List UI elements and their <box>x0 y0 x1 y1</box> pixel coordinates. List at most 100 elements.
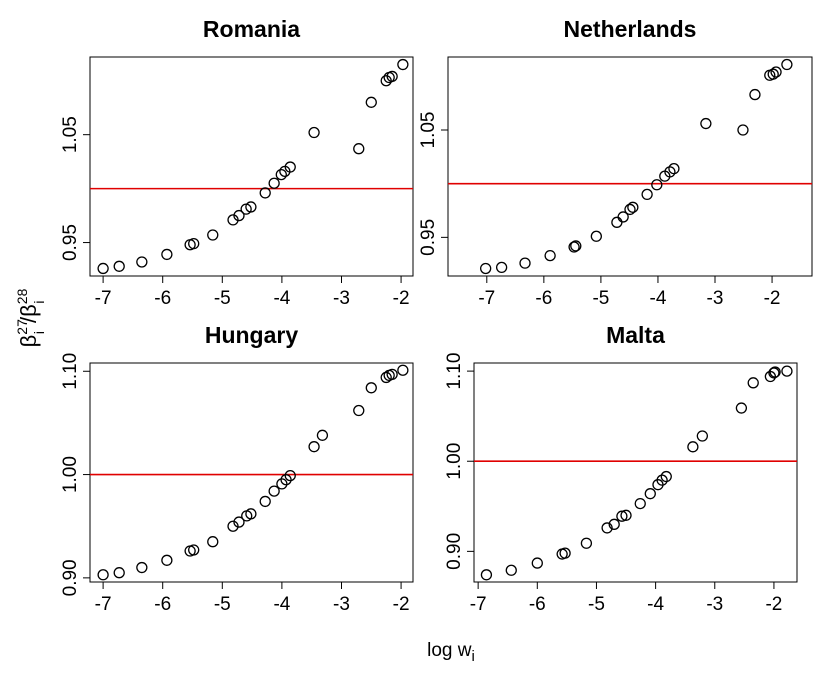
plot-box <box>473 362 798 583</box>
point <box>644 488 656 500</box>
x-tick-label: -4 <box>273 288 290 309</box>
point <box>268 485 280 497</box>
point <box>386 70 398 83</box>
point <box>136 256 148 268</box>
x-tick-label: -6 <box>535 288 552 309</box>
y-tick-label: 0.95 <box>60 224 81 261</box>
panel-title: Netherlands <box>564 16 697 42</box>
point <box>519 257 531 269</box>
y-label-sub: i <box>31 331 47 334</box>
point <box>161 248 173 261</box>
point <box>627 201 639 213</box>
x-tick-label: -7 <box>470 594 487 615</box>
x-tick-label: -5 <box>588 594 605 615</box>
point <box>544 249 556 262</box>
y-tick-label: 1.05 <box>60 116 81 153</box>
point <box>641 188 653 201</box>
x-tick-label: -3 <box>706 594 723 615</box>
point <box>495 261 508 274</box>
point <box>617 211 629 223</box>
point <box>767 68 779 80</box>
x-tick-label: -6 <box>529 594 546 615</box>
x-tick-label: -6 <box>154 594 171 615</box>
point <box>735 402 748 414</box>
x-tick-label: -5 <box>214 288 231 309</box>
point <box>97 262 109 275</box>
point <box>781 365 793 377</box>
point <box>620 509 632 521</box>
y-tick-label: 1.00 <box>60 456 81 493</box>
point <box>559 547 571 559</box>
point <box>668 162 680 175</box>
point <box>531 557 543 569</box>
point <box>505 564 517 576</box>
point <box>316 429 329 441</box>
point <box>769 366 781 378</box>
panel-title: Hungary <box>205 322 299 348</box>
point <box>284 469 296 482</box>
x-tick-label: -4 <box>650 288 667 309</box>
x-tick-label: -7 <box>478 288 495 309</box>
point <box>768 367 780 379</box>
x-tick-label: -2 <box>393 594 410 615</box>
panel-title: Romania <box>203 16 300 42</box>
y-axis-label: β27i/β28i <box>14 288 47 347</box>
point <box>245 201 257 213</box>
point <box>365 382 377 394</box>
point <box>276 478 288 490</box>
y-tick-label: 1.05 <box>418 112 439 149</box>
x-tick-label: -4 <box>273 594 290 615</box>
point <box>207 229 219 241</box>
point <box>696 430 708 442</box>
y-tick-label: 1.00 <box>444 443 465 480</box>
point <box>188 237 200 250</box>
point <box>616 510 628 522</box>
y-tick-label: 1.10 <box>60 353 81 390</box>
point <box>97 569 109 581</box>
point <box>353 404 365 417</box>
plot-box <box>89 56 414 277</box>
point <box>480 262 492 275</box>
y-label-part: /β <box>16 304 41 323</box>
point <box>308 441 320 453</box>
point <box>747 377 759 389</box>
point <box>397 364 409 376</box>
point <box>570 240 582 252</box>
point <box>245 508 257 520</box>
x-tick-label: -7 <box>95 594 112 615</box>
point <box>700 117 712 130</box>
y-label-sub: i <box>31 301 47 304</box>
plot-box <box>89 362 414 583</box>
point <box>353 143 365 155</box>
point <box>284 161 296 173</box>
point <box>601 522 613 534</box>
point <box>580 537 593 549</box>
point <box>259 187 271 199</box>
x-tick-label: -5 <box>592 288 609 309</box>
point <box>207 536 219 548</box>
x-tick-label: -2 <box>764 288 781 309</box>
point <box>651 179 663 191</box>
point <box>113 260 125 272</box>
point <box>397 58 409 71</box>
point <box>660 470 672 483</box>
x-tick-label: -7 <box>95 288 112 309</box>
x-axis-label: log wi <box>427 640 475 665</box>
point <box>568 241 580 253</box>
x-tick-label: -2 <box>393 288 410 309</box>
point <box>737 124 749 136</box>
point <box>113 567 125 579</box>
point <box>161 554 173 566</box>
point <box>380 371 392 384</box>
x-tick-label: -3 <box>333 288 350 309</box>
point <box>233 209 245 222</box>
point <box>624 203 636 216</box>
point <box>136 561 148 574</box>
x-tick-label: -2 <box>765 594 782 615</box>
y-label-part: β <box>16 335 41 348</box>
point <box>275 168 287 181</box>
x-tick-label: -6 <box>154 288 171 309</box>
point <box>770 66 782 78</box>
point <box>268 177 280 189</box>
